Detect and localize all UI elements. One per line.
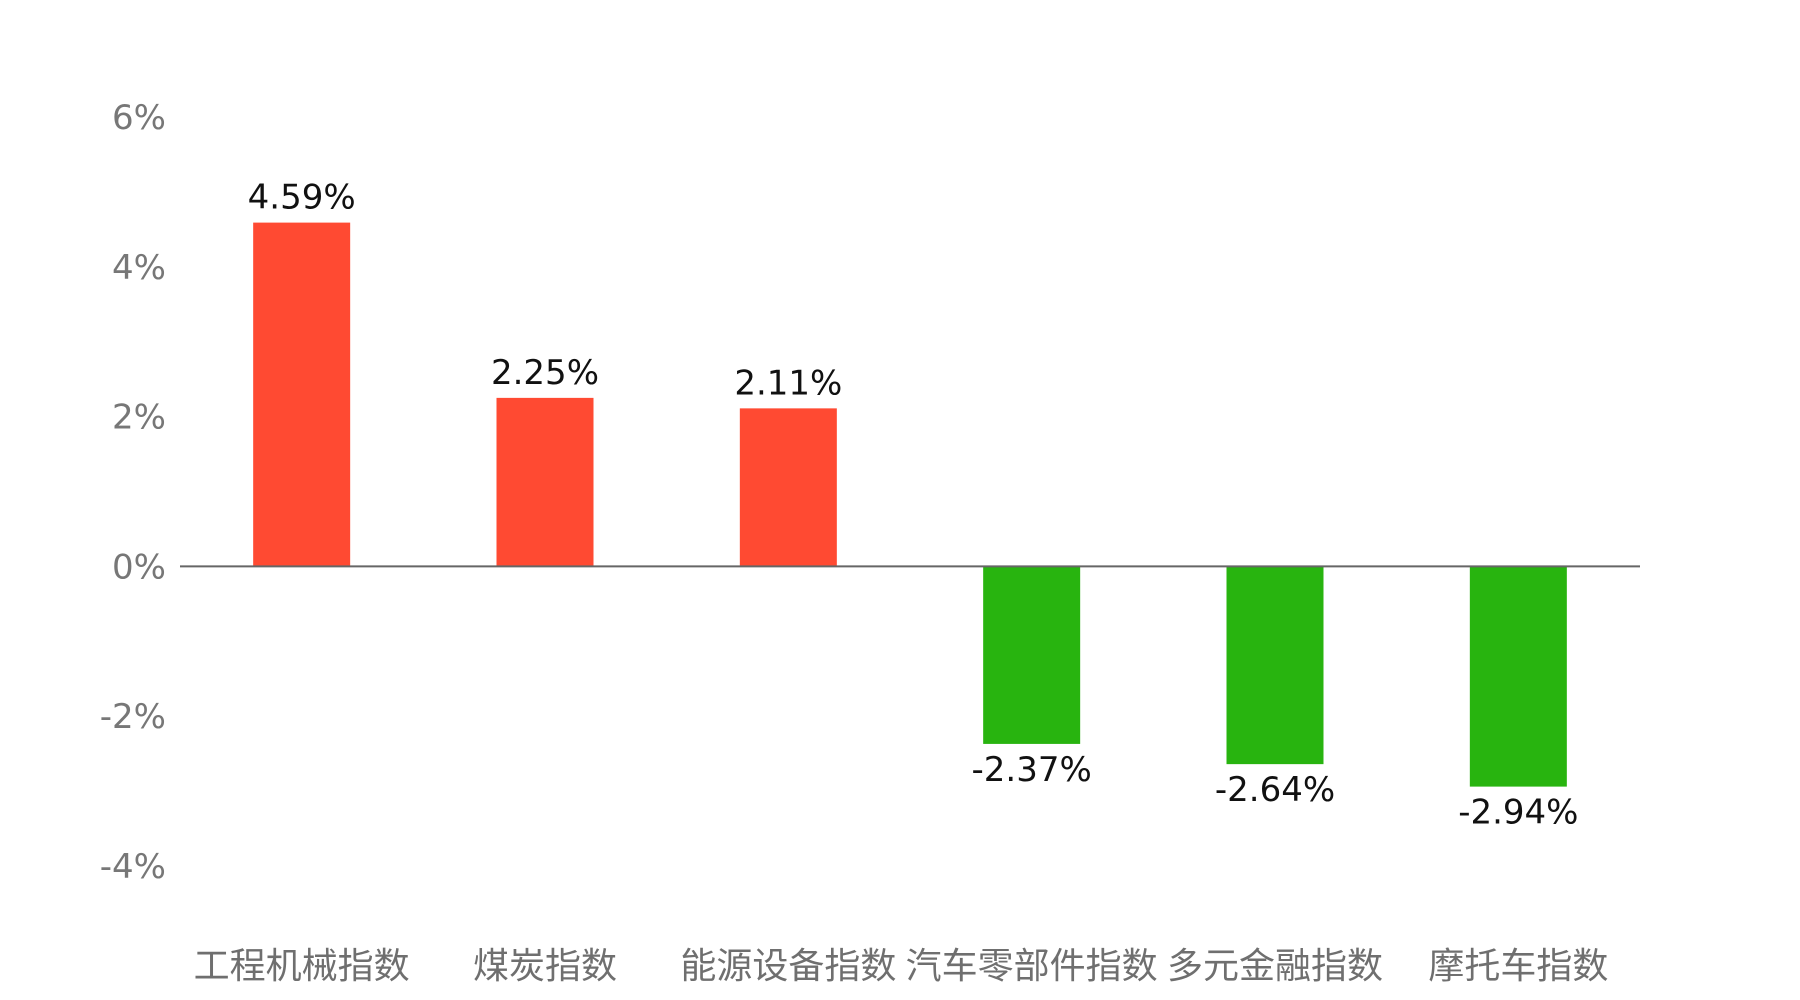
bar — [983, 566, 1081, 744]
data-label: -2.64% — [1215, 770, 1335, 810]
y-tick-label: 4% — [112, 248, 166, 288]
data-label: 4.59% — [248, 178, 356, 218]
data-labels: 4.59% 2.25% 2.11% -2.37% -2.64% -2.94% — [248, 178, 1579, 833]
bars — [253, 222, 1567, 787]
y-tick-label: 2% — [112, 398, 166, 438]
data-label: 2.25% — [491, 353, 599, 393]
data-label: -2.94% — [1458, 793, 1578, 833]
x-tick-label: 多元金融指数 — [1167, 946, 1383, 987]
bar — [739, 408, 837, 567]
x-tick-label: 工程机械指数 — [194, 946, 410, 987]
data-label: -2.37% — [972, 750, 1092, 790]
y-tick-label: -2% — [100, 697, 166, 737]
y-tick-label: 0% — [112, 547, 166, 587]
bar — [1226, 566, 1324, 765]
x-tick-label: 能源设备指数 — [680, 946, 896, 987]
x-tick-label: 煤炭指数 — [473, 946, 617, 987]
bar — [496, 397, 594, 567]
x-tick-label: 汽车零部件指数 — [906, 946, 1158, 987]
bar — [1469, 566, 1567, 787]
y-axis-ticks: 6% 4% 2% 0% -2% -4% — [100, 98, 166, 887]
x-axis-labels: 工程机械指数 煤炭指数 能源设备指数 汽车零部件指数 多元金融指数 摩托车指数 — [194, 946, 1609, 987]
x-tick-label: 摩托车指数 — [1428, 946, 1608, 987]
bar — [253, 222, 351, 567]
y-tick-label: 6% — [112, 98, 166, 138]
y-tick-label: -4% — [100, 847, 166, 887]
data-label: 2.11% — [734, 363, 842, 403]
